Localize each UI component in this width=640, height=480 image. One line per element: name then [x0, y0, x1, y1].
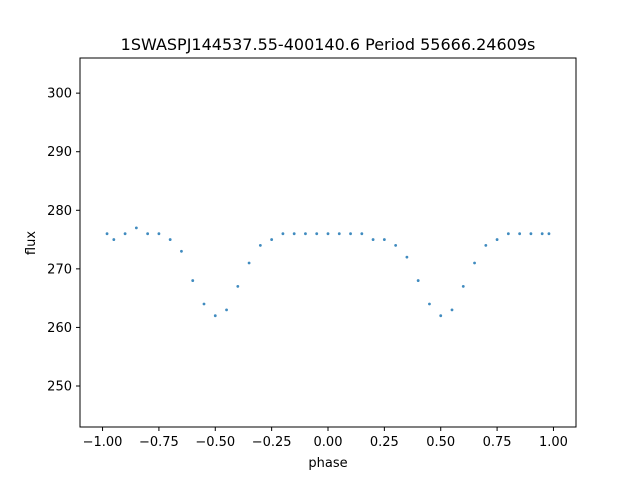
data-points	[105, 226, 551, 318]
data-point	[168, 238, 172, 241]
data-point	[304, 232, 307, 236]
y-tick-label: 290	[47, 145, 72, 160]
x-tick-label: 0.25	[370, 435, 399, 450]
x-tick-label: −1.00	[83, 435, 123, 450]
data-point	[123, 232, 127, 236]
x-tick-label: −0.25	[252, 435, 292, 450]
data-point	[428, 302, 431, 306]
y-tick-label: 250	[47, 380, 72, 395]
data-point	[547, 232, 551, 236]
data-point	[315, 232, 319, 236]
y-axis-title: flux	[24, 231, 39, 255]
data-point	[461, 285, 465, 288]
data-point	[134, 226, 138, 230]
x-axis-title: phase	[308, 456, 347, 471]
data-point	[439, 314, 443, 318]
x-tick-label: −0.50	[195, 435, 235, 450]
data-point	[236, 285, 240, 288]
data-point	[281, 232, 285, 236]
data-point	[405, 255, 409, 259]
x-tick-label: 0.50	[426, 435, 455, 450]
y-tick-label: 280	[47, 204, 72, 219]
x-tick-label: 0.00	[314, 435, 343, 450]
data-point	[225, 308, 228, 312]
data-point	[292, 232, 296, 236]
data-point	[191, 279, 195, 282]
x-axis: −1.00 −0.75 −0.50 −0.25 0.00 0.25 0.50 0.75 1.00	[83, 427, 568, 450]
data-point	[450, 308, 454, 312]
data-point	[112, 238, 116, 241]
data-point	[157, 232, 161, 236]
x-tick-label: 0.75	[483, 435, 512, 450]
chart-title: 1SWASPJ144537.55-400140.6 Period 55666.2…	[121, 35, 536, 54]
x-tick-label: −0.75	[139, 435, 179, 450]
y-tick-label: 300	[47, 87, 72, 102]
data-point	[394, 244, 398, 247]
data-point	[202, 302, 206, 306]
data-point	[416, 279, 420, 282]
data-point	[518, 232, 522, 236]
data-point	[180, 249, 183, 253]
data-point	[540, 232, 544, 236]
data-point	[484, 244, 488, 247]
data-point	[105, 232, 109, 236]
data-point	[349, 232, 352, 236]
data-point	[495, 238, 499, 241]
data-point	[146, 232, 150, 236]
data-point	[506, 232, 510, 236]
data-point	[360, 232, 364, 236]
y-axis: 250 260 270 280 290 300	[47, 87, 80, 395]
data-point	[213, 314, 217, 318]
data-point	[371, 238, 375, 241]
y-tick-label: 270	[47, 262, 72, 277]
y-tick-label: 260	[47, 321, 72, 336]
data-point	[337, 232, 341, 236]
data-point	[270, 238, 274, 241]
data-point	[529, 232, 533, 236]
x-tick-label: 1.00	[539, 435, 568, 450]
data-point	[258, 244, 262, 247]
data-point	[326, 232, 330, 236]
data-point	[473, 261, 476, 265]
data-point	[247, 261, 251, 265]
data-point	[382, 238, 386, 241]
